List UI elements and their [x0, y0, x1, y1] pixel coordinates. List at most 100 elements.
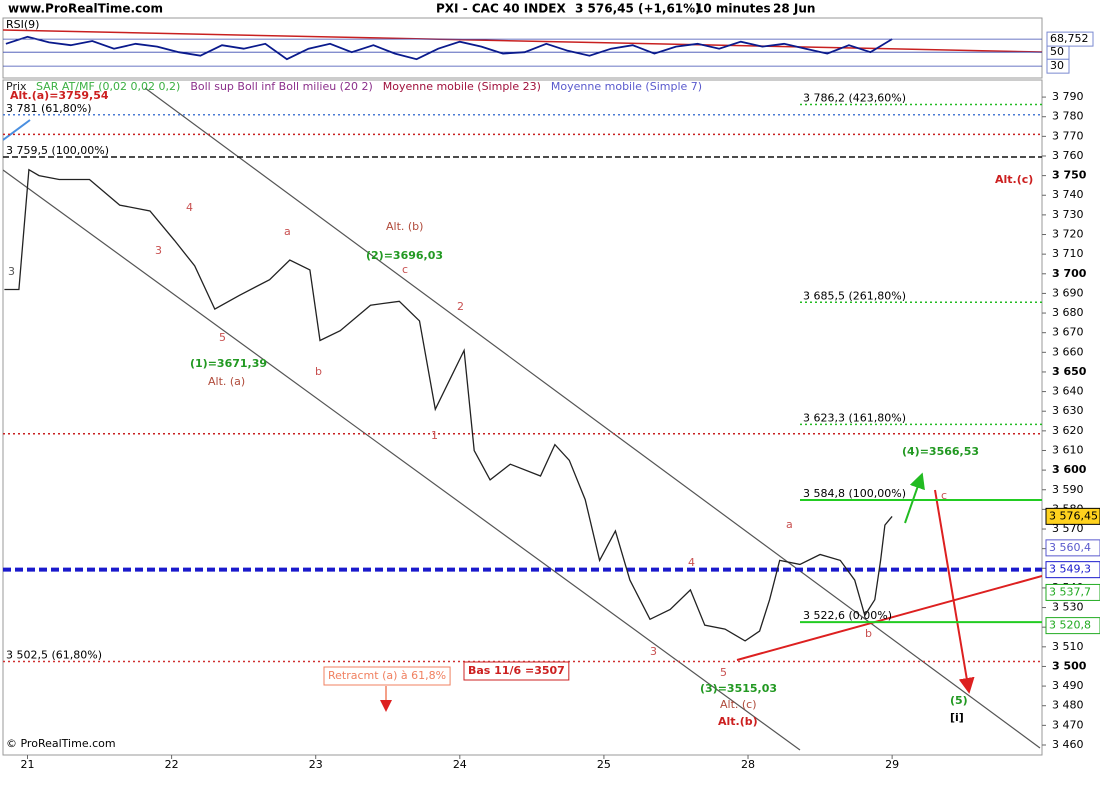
- site: www.ProRealTime.com: [8, 2, 163, 16]
- annotation: b: [865, 627, 872, 640]
- legend-entry: Moyenne mobile (Simple 7): [551, 80, 702, 93]
- y-tick-label: 3 490: [1052, 679, 1084, 692]
- annotation: 4: [186, 201, 193, 214]
- legend-entry: SAR AT/MF (0,02 0,02 0,2): [36, 80, 180, 93]
- annotation: (4)=3566,53: [902, 445, 979, 458]
- y-tick-label: 3 710: [1052, 247, 1084, 260]
- level-label: 3 786,2 (423,60%): [803, 92, 906, 105]
- instrument: PXI - CAC 40 INDEX: [436, 2, 566, 16]
- x-tick-label: 21: [20, 758, 34, 771]
- annotation: Alt.(b): [718, 715, 758, 728]
- support-line: [736, 575, 1042, 661]
- price-label: 3 537,7: [1049, 585, 1091, 598]
- price-box: [1045, 539, 1100, 557]
- y-tick-label: 3 730: [1052, 208, 1084, 221]
- level-label: 3 781 (61,80%): [6, 102, 92, 115]
- y-tick-label: 3 760: [1052, 149, 1084, 162]
- trend-line: [3, 119, 31, 141]
- x-tick-label: 29: [885, 758, 899, 771]
- price-label: 3 576,45: [1049, 509, 1098, 522]
- annotation: 3: [155, 244, 162, 257]
- annotation: a: [786, 518, 793, 531]
- annotation: 3: [650, 645, 657, 658]
- y-tick-label: 3 750: [1052, 169, 1087, 182]
- rsi-frame: [2, 17, 1043, 79]
- y-tick-label: 3 480: [1052, 699, 1084, 712]
- annotation-box: [323, 666, 451, 686]
- annotation: Retracmt (a) à 61,8%: [328, 669, 446, 682]
- price-box: [1045, 561, 1100, 579]
- y-tick-label: 3 500: [1052, 659, 1087, 672]
- interval: 10 minutes: [695, 2, 771, 16]
- annotation: (3)=3515,03: [700, 682, 777, 695]
- y-tick-label: 3 530: [1052, 601, 1084, 614]
- y-tick-label: 3 510: [1052, 640, 1084, 653]
- y-tick-label: 3 650: [1052, 365, 1087, 378]
- y-tick-label: 3 610: [1052, 443, 1084, 456]
- y-tick-label: 3 690: [1052, 286, 1084, 299]
- level-label: 3 522,6 (0,00%): [803, 609, 892, 622]
- annotation: a: [284, 225, 291, 238]
- legend-entry: Prix: [6, 80, 27, 93]
- x-tick-label: 22: [165, 758, 179, 771]
- x-tick-label: 24: [453, 758, 467, 771]
- legend-entry: Boll sup Boll inf Boll milieu (20 2): [190, 80, 372, 93]
- drawings: [3, 87, 1042, 751]
- annotation: 5: [720, 666, 727, 679]
- price-box: [1045, 583, 1100, 601]
- annotation: (2)=3696,03: [366, 249, 443, 262]
- date: 28 Jun: [773, 2, 815, 16]
- annotation: 2: [457, 300, 464, 313]
- y-tick-label: 3 640: [1052, 385, 1084, 398]
- price-box: [1045, 617, 1100, 635]
- y-tick-label: 3 660: [1052, 345, 1084, 358]
- y-tick-label: 3 720: [1052, 228, 1084, 241]
- annotation: 4: [688, 556, 695, 569]
- last-value-label: 68,752: [1050, 32, 1089, 45]
- y-tick-label: 3 740: [1052, 188, 1084, 201]
- plot-area: [3, 103, 1042, 663]
- annotation: b: [315, 365, 322, 378]
- price-label: 3 560,4: [1049, 541, 1091, 554]
- last-value-box: [1046, 31, 1094, 47]
- y-tick-label: 3 600: [1052, 463, 1087, 476]
- y-tick-label: 50: [1050, 45, 1064, 58]
- price-box: [1045, 507, 1100, 525]
- footer: © ProRealTime.com: [6, 737, 116, 750]
- rsi-title: RSI(9): [6, 18, 39, 31]
- quote: 3 576,45 (+1,61%): [575, 2, 701, 16]
- level-label: 3 685,5 (261,80%): [803, 289, 906, 302]
- annotation: c: [941, 489, 947, 502]
- y-tick-label: 3 630: [1052, 404, 1084, 417]
- annotation: Bas 11/6 =3507: [468, 664, 565, 677]
- y-tick-label: 3 770: [1052, 129, 1084, 142]
- annotation: 5: [219, 331, 226, 344]
- y-tick-label: 3 700: [1052, 267, 1087, 280]
- arrow-up: [904, 472, 925, 524]
- legend-entry: Moyenne mobile (Simple 23): [383, 80, 541, 93]
- y-tick-label: 3 680: [1052, 306, 1084, 319]
- y-tick-label: 3 470: [1052, 718, 1084, 731]
- arrow-down: [934, 489, 975, 694]
- x-tick-label: 28: [741, 758, 755, 771]
- series-line: [5, 35, 893, 61]
- level-label: 3 502,5 (61,80%): [6, 649, 102, 662]
- price-label: 3 549,3: [1049, 563, 1091, 576]
- y-tick-label: 3 670: [1052, 326, 1084, 339]
- price-label: 3 520,8: [1049, 619, 1091, 632]
- annotation: [i]: [950, 711, 964, 724]
- y-tick-label: 3 790: [1052, 90, 1084, 103]
- annotation: (1)=3671,39: [190, 357, 267, 370]
- channel-lower: [3, 169, 801, 751]
- y-tick-label: 3 620: [1052, 424, 1084, 437]
- annotation: 1: [431, 429, 438, 442]
- channel-upper: [144, 87, 1041, 749]
- price-frame: [2, 79, 1043, 756]
- annotation-box: [463, 661, 570, 681]
- annotation: Alt.(a)=3759,54: [10, 89, 109, 102]
- annotation: Alt. (a): [208, 375, 245, 388]
- annotation: Alt. (b): [386, 220, 423, 233]
- y-tick-label: 3 590: [1052, 483, 1084, 496]
